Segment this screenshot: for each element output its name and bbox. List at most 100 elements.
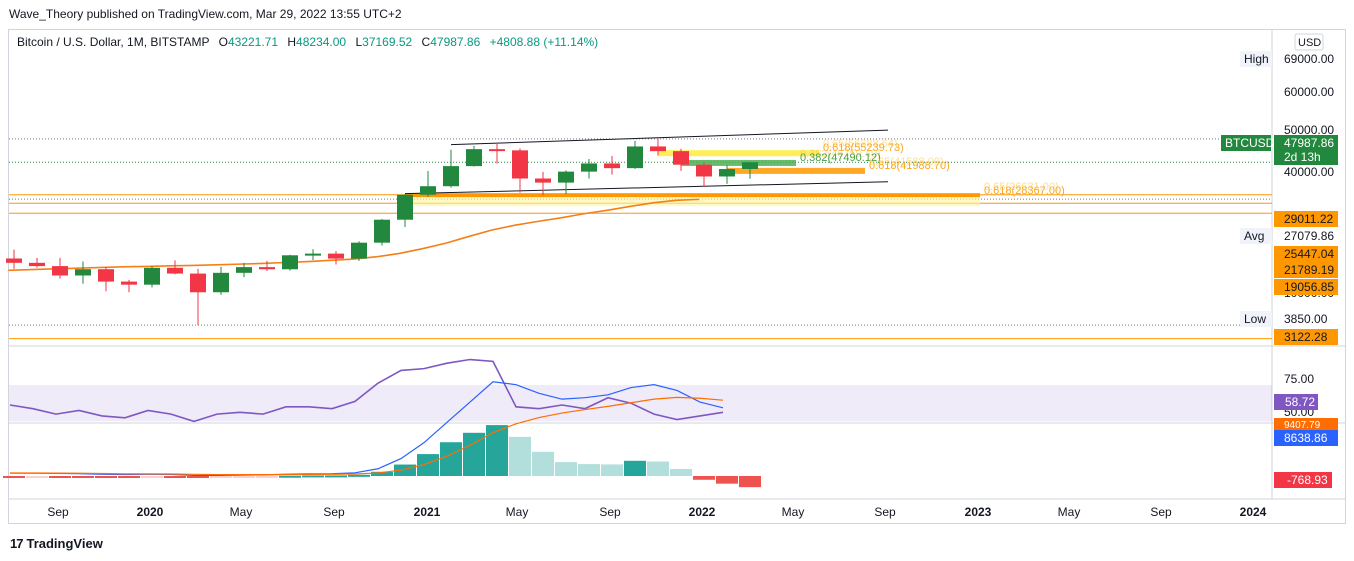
candle-body [305, 253, 321, 256]
time-axis-label: May [1058, 505, 1081, 519]
chart-frame [8, 29, 1346, 524]
channel-line [450, 129, 889, 146]
orange-tag-box [1274, 211, 1338, 227]
close-value: 47987.86 [430, 35, 481, 49]
rsi-line [9, 358, 724, 423]
macd-histogram-bar [532, 451, 554, 476]
fib-overlap-label: 0.382(46759.40) [800, 148, 881, 160]
orange-price-tag: 21789.19 [1284, 263, 1334, 277]
candle-body [466, 149, 482, 167]
orange-tag-box [1274, 246, 1338, 262]
macd-hist-tag: -768.93 [1287, 473, 1328, 487]
open-value: 43221.71 [227, 35, 279, 49]
candle-body [742, 162, 758, 170]
macd-histogram-bar [716, 476, 738, 484]
orange-tag-box [1274, 279, 1338, 295]
macd-line [10, 381, 724, 477]
fib-level-bar [405, 193, 980, 198]
macd-histogram-bar [670, 469, 692, 476]
macd-histogram-bar [3, 476, 25, 478]
candle-body [282, 255, 298, 270]
price-axis-label: 50000.00 [1284, 123, 1334, 137]
macd-histogram-bar [210, 476, 232, 478]
macd-histogram-bar [463, 432, 485, 476]
time-axis-label: 2024 [1240, 505, 1267, 519]
rsi-current-tag: 58.72 [1285, 395, 1315, 409]
tradingview-footer[interactable]: 17 TradingView [10, 536, 103, 551]
macd-signal-tag: 9407.79 [1284, 420, 1321, 431]
macd-histogram-bar [302, 475, 324, 478]
candle-body [52, 266, 68, 276]
macd-histogram-bar [509, 436, 531, 476]
fib-zone [405, 195, 980, 207]
candle-body [650, 146, 666, 152]
time-axis-label: May [230, 505, 253, 519]
candle-body [673, 151, 689, 165]
macd-histogram-bar [348, 474, 370, 477]
macd-histogram-bar [601, 464, 623, 476]
fib-overlap-label: 0.65(26631.00) [984, 181, 1059, 193]
candle-body [29, 262, 45, 267]
time-axis-label: 2021 [414, 505, 441, 519]
fib-level-label: 0.382(47490.12) [800, 152, 881, 164]
fib-level-label: 0.618(28367.00) [984, 185, 1065, 197]
time-axis-label: Sep [874, 505, 896, 519]
symbol-legend: Bitcoin / U.S. Dollar, 1M, BITSTAMP O432… [17, 35, 598, 49]
candle-body [144, 267, 160, 285]
high-label: H [287, 35, 297, 49]
macd-histogram-bar [440, 442, 462, 476]
candle-body [167, 267, 183, 274]
fib-level-bar [727, 167, 865, 174]
candle-body [558, 171, 574, 183]
macd-histogram-bar [578, 464, 600, 476]
time-axis-label: 2022 [689, 505, 716, 519]
candle-body [236, 267, 252, 273]
fib-level-label: 0.618(41988.70) [869, 160, 950, 172]
macd-histogram-bar [624, 460, 646, 476]
fib-level-label: 0.618(55239.73) [823, 142, 904, 154]
rsi-tag-box [1274, 394, 1318, 410]
fib-level-bar [681, 159, 796, 166]
low-value: 37169.52 [362, 35, 413, 49]
candle-body [6, 258, 22, 263]
symbol-tag-label: BTCUSD [1225, 136, 1275, 150]
macd-histogram-bar [72, 476, 94, 478]
orange-price-tag: 25447.04 [1284, 247, 1334, 261]
fib-overlap-label: 0.65(56388.64) [823, 138, 898, 150]
fib-level-bar [658, 150, 819, 157]
tradingview-logo-icon: 17 [10, 536, 24, 551]
candle-body [719, 169, 735, 177]
price-tag-label-box [1240, 311, 1272, 327]
symbol-tag-box [1221, 135, 1271, 151]
macd-histogram-bar [279, 475, 301, 478]
macd-histogram-bar [486, 425, 508, 476]
candle-body [535, 178, 551, 183]
time-axis-label: May [782, 505, 805, 519]
orange-tag-box [1274, 329, 1338, 345]
macd-histogram-bar [49, 476, 71, 478]
last-price-tag: 47987.86 [1284, 136, 1334, 150]
candle-body [627, 146, 643, 169]
candle-body [351, 242, 367, 259]
symbol-title[interactable]: Bitcoin / U.S. Dollar, 1M, BITSTAMP [17, 35, 210, 49]
time-axis-label: 2023 [965, 505, 992, 519]
candle-body [328, 253, 344, 259]
close-label: C [421, 35, 431, 49]
candle-body [121, 281, 137, 285]
price-tag-label: High [1244, 52, 1269, 66]
price-axis-label: 40000.00 [1284, 165, 1334, 179]
macd-signal-line [9, 396, 724, 476]
last-price-tag-box [1274, 135, 1338, 165]
orange-price-tag: 19056.85 [1284, 280, 1334, 294]
time-axis-label: Sep [599, 505, 621, 519]
macd-histogram-bar [371, 471, 393, 476]
macd-histogram-bar [118, 476, 140, 478]
macd-histogram-bar [164, 476, 186, 478]
macd-histogram-bar [141, 476, 163, 478]
macd-histogram-bar [256, 476, 278, 478]
macd-current-tag: 8638.86 [1284, 431, 1328, 445]
macd-histogram-bar [325, 475, 347, 478]
currency-box [1294, 33, 1324, 51]
time-axis-label: Sep [323, 505, 345, 519]
